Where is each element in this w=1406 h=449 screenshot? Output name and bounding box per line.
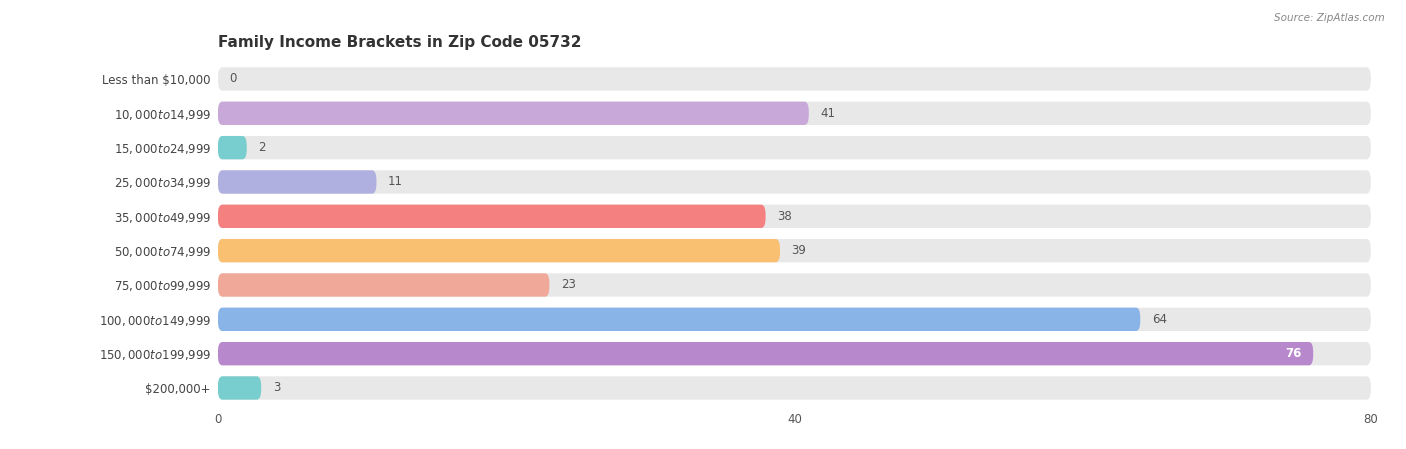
Text: 3: 3	[273, 382, 280, 395]
FancyBboxPatch shape	[218, 170, 377, 194]
FancyBboxPatch shape	[218, 273, 1371, 297]
Text: 76: 76	[1285, 347, 1302, 360]
FancyBboxPatch shape	[218, 376, 1371, 400]
FancyBboxPatch shape	[218, 67, 1371, 91]
Text: 0: 0	[229, 72, 236, 85]
FancyBboxPatch shape	[218, 170, 1371, 194]
FancyBboxPatch shape	[218, 101, 808, 125]
FancyBboxPatch shape	[218, 342, 1313, 365]
Text: 39: 39	[792, 244, 807, 257]
Text: 11: 11	[388, 176, 404, 189]
FancyBboxPatch shape	[218, 136, 247, 159]
Text: Family Income Brackets in Zip Code 05732: Family Income Brackets in Zip Code 05732	[218, 35, 582, 50]
FancyBboxPatch shape	[218, 205, 765, 228]
FancyBboxPatch shape	[218, 273, 550, 297]
FancyBboxPatch shape	[218, 239, 1371, 262]
Text: 64: 64	[1152, 313, 1167, 326]
Text: 23: 23	[561, 278, 576, 291]
FancyBboxPatch shape	[218, 308, 1140, 331]
Text: Source: ZipAtlas.com: Source: ZipAtlas.com	[1274, 13, 1385, 23]
Text: 38: 38	[778, 210, 792, 223]
FancyBboxPatch shape	[218, 239, 780, 262]
FancyBboxPatch shape	[218, 136, 1371, 159]
FancyBboxPatch shape	[218, 101, 1371, 125]
Text: 2: 2	[259, 141, 266, 154]
FancyBboxPatch shape	[218, 308, 1371, 331]
FancyBboxPatch shape	[218, 376, 262, 400]
Text: 41: 41	[820, 107, 835, 120]
FancyBboxPatch shape	[218, 342, 1371, 365]
FancyBboxPatch shape	[218, 205, 1371, 228]
